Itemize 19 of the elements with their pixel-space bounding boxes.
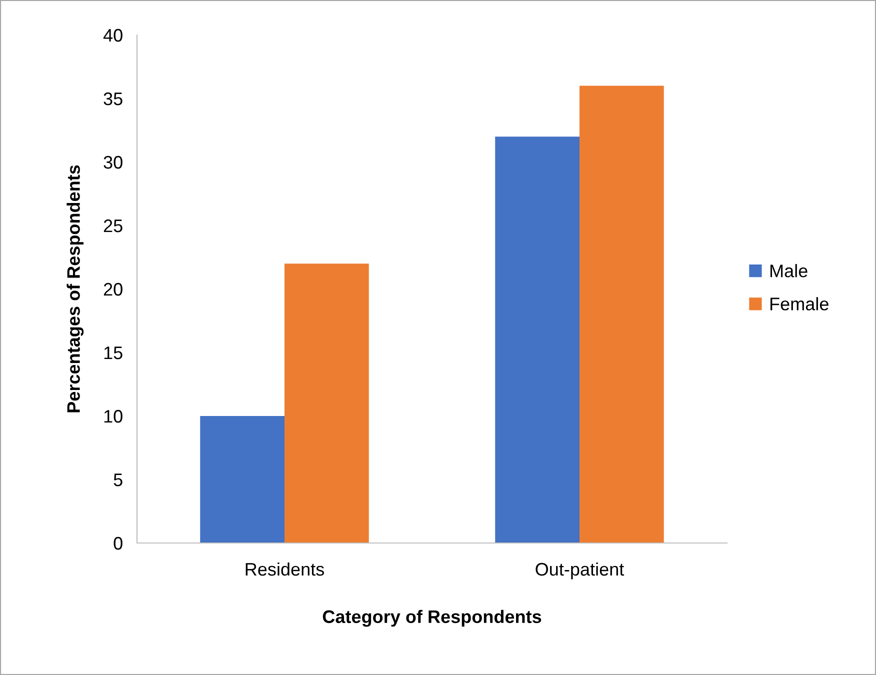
x-tick-label: Out-patient bbox=[536, 562, 624, 580]
x-axis-title: Category of Respondents bbox=[322, 610, 542, 627]
bar bbox=[200, 416, 284, 543]
y-tick-label: 20 bbox=[104, 282, 122, 296]
y-tick-label: 10 bbox=[104, 410, 122, 423]
legend-label: Male bbox=[770, 264, 808, 278]
y-tick-label: 25 bbox=[104, 219, 122, 232]
y-tick-label: 40 bbox=[103, 28, 122, 42]
bar bbox=[580, 86, 664, 543]
y-tick-label: 15 bbox=[104, 346, 122, 360]
bar bbox=[284, 264, 369, 543]
y-tick-label: 35 bbox=[104, 92, 122, 106]
y-tick-label: 30 bbox=[104, 156, 122, 169]
y-tick-label: 0 bbox=[114, 536, 122, 550]
bar bbox=[495, 136, 580, 543]
y-tick-label: 5 bbox=[114, 474, 122, 486]
legend-label: Female bbox=[770, 297, 828, 310]
y-axis-title: Percentages of Respondents bbox=[66, 165, 84, 412]
x-tick-label: Residents bbox=[246, 562, 324, 576]
